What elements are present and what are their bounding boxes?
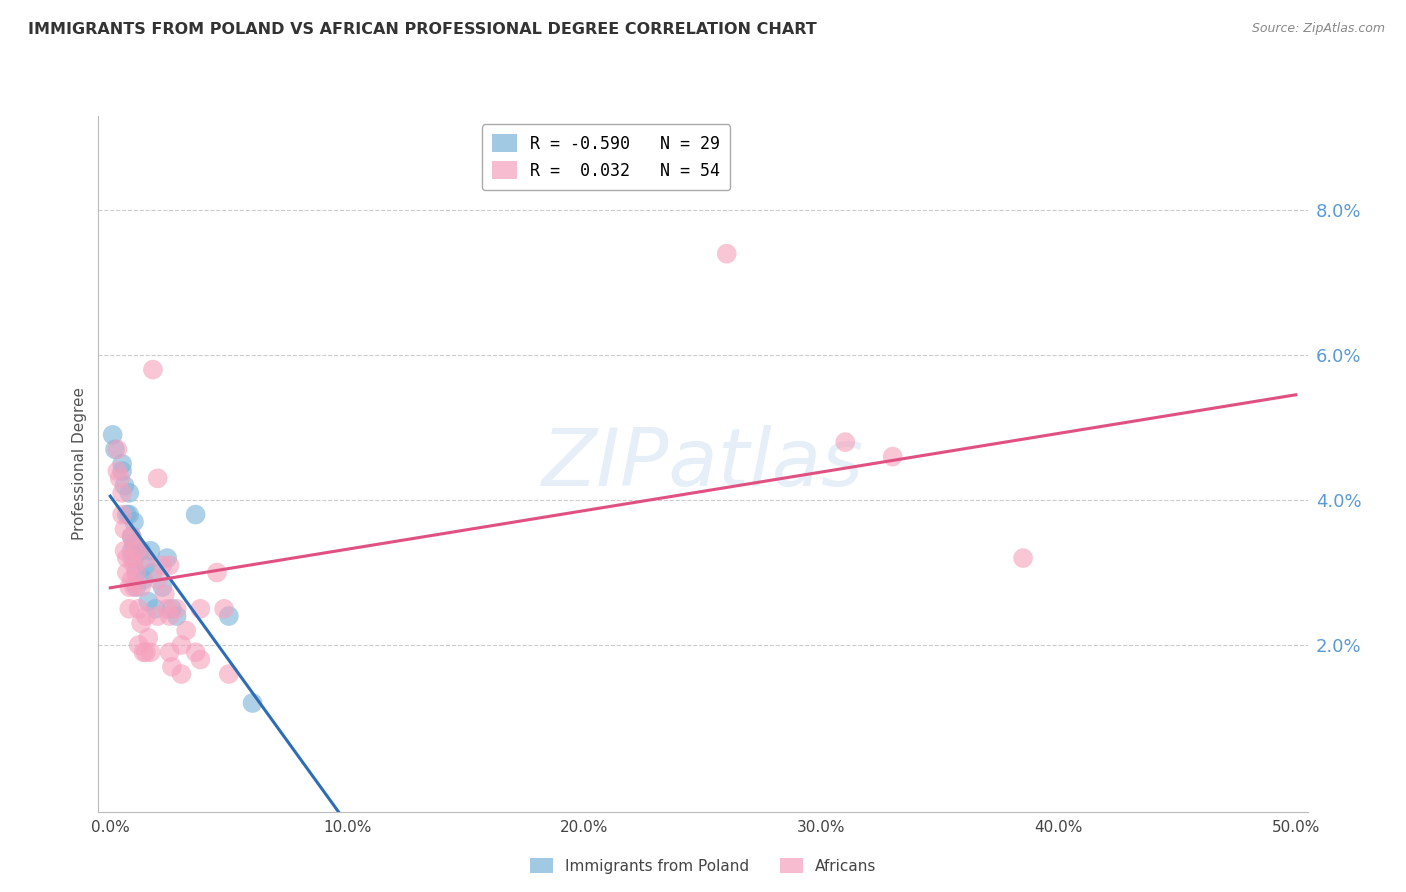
Text: IMMIGRANTS FROM POLAND VS AFRICAN PROFESSIONAL DEGREE CORRELATION CHART: IMMIGRANTS FROM POLAND VS AFRICAN PROFES… [28, 22, 817, 37]
Point [242, 696, 264, 710]
Point [159, 645, 181, 659]
Point [114, 543, 136, 558]
Point [1012, 551, 1035, 566]
Point [184, 508, 207, 522]
Point [125, 580, 148, 594]
Point [143, 601, 166, 615]
Point [118, 485, 141, 500]
Point [146, 471, 169, 485]
Point [135, 558, 157, 573]
Point [190, 652, 212, 666]
Point [135, 609, 157, 624]
Point [882, 450, 904, 464]
Point [105, 442, 128, 457]
Point [125, 543, 148, 558]
Point [125, 566, 148, 580]
Point [135, 551, 157, 566]
Point [160, 601, 183, 615]
Point [128, 601, 150, 615]
Point [132, 645, 155, 659]
Point [135, 645, 157, 659]
Point [170, 667, 193, 681]
Point [122, 536, 145, 550]
Point [122, 558, 145, 573]
Point [166, 601, 188, 615]
Point [156, 551, 179, 566]
Point [128, 638, 150, 652]
Point [159, 558, 181, 573]
Point [121, 529, 143, 543]
Point [115, 508, 138, 522]
Point [218, 667, 240, 681]
Point [139, 543, 162, 558]
Point [121, 551, 143, 566]
Point [184, 645, 207, 659]
Point [129, 580, 152, 594]
Point [152, 558, 174, 573]
Y-axis label: Professional Degree: Professional Degree [72, 387, 87, 541]
Point [139, 645, 162, 659]
Point [104, 442, 127, 457]
Legend: R = -0.590   N = 29, R =  0.032   N = 54: R = -0.590 N = 29, R = 0.032 N = 54 [482, 124, 731, 190]
Point [111, 464, 134, 478]
Point [166, 609, 188, 624]
Point [111, 485, 134, 500]
Point [136, 594, 159, 608]
Point [834, 435, 856, 450]
Point [159, 609, 181, 624]
Point [129, 543, 152, 558]
Point [118, 508, 141, 522]
Point [118, 601, 141, 615]
Point [122, 551, 145, 566]
Point [205, 566, 228, 580]
Point [111, 508, 134, 522]
Text: ZIPatlas: ZIPatlas [541, 425, 865, 503]
Point [218, 609, 240, 624]
Point [716, 246, 738, 260]
Point [108, 471, 131, 485]
Point [152, 580, 174, 594]
Point [122, 515, 145, 529]
Point [212, 601, 235, 615]
Point [105, 464, 128, 478]
Point [132, 573, 155, 587]
Point [146, 573, 169, 587]
Point [153, 587, 176, 601]
Point [129, 616, 152, 631]
Text: Source: ZipAtlas.com: Source: ZipAtlas.com [1251, 22, 1385, 36]
Point [122, 536, 145, 550]
Point [118, 580, 141, 594]
Point [121, 573, 143, 587]
Point [142, 362, 165, 376]
Point [160, 660, 183, 674]
Point [146, 609, 169, 624]
Point [114, 478, 136, 492]
Point [115, 551, 138, 566]
Point [125, 566, 148, 580]
Point [115, 566, 138, 580]
Point [170, 638, 193, 652]
Point [101, 428, 124, 442]
Point [174, 624, 197, 638]
Point [142, 566, 165, 580]
Point [121, 529, 143, 543]
Point [156, 601, 179, 615]
Point [111, 457, 134, 471]
Point [122, 580, 145, 594]
Legend: Immigrants from Poland, Africans: Immigrants from Poland, Africans [523, 852, 883, 880]
Point [114, 522, 136, 536]
Point [121, 543, 143, 558]
Point [136, 631, 159, 645]
Point [190, 601, 212, 615]
